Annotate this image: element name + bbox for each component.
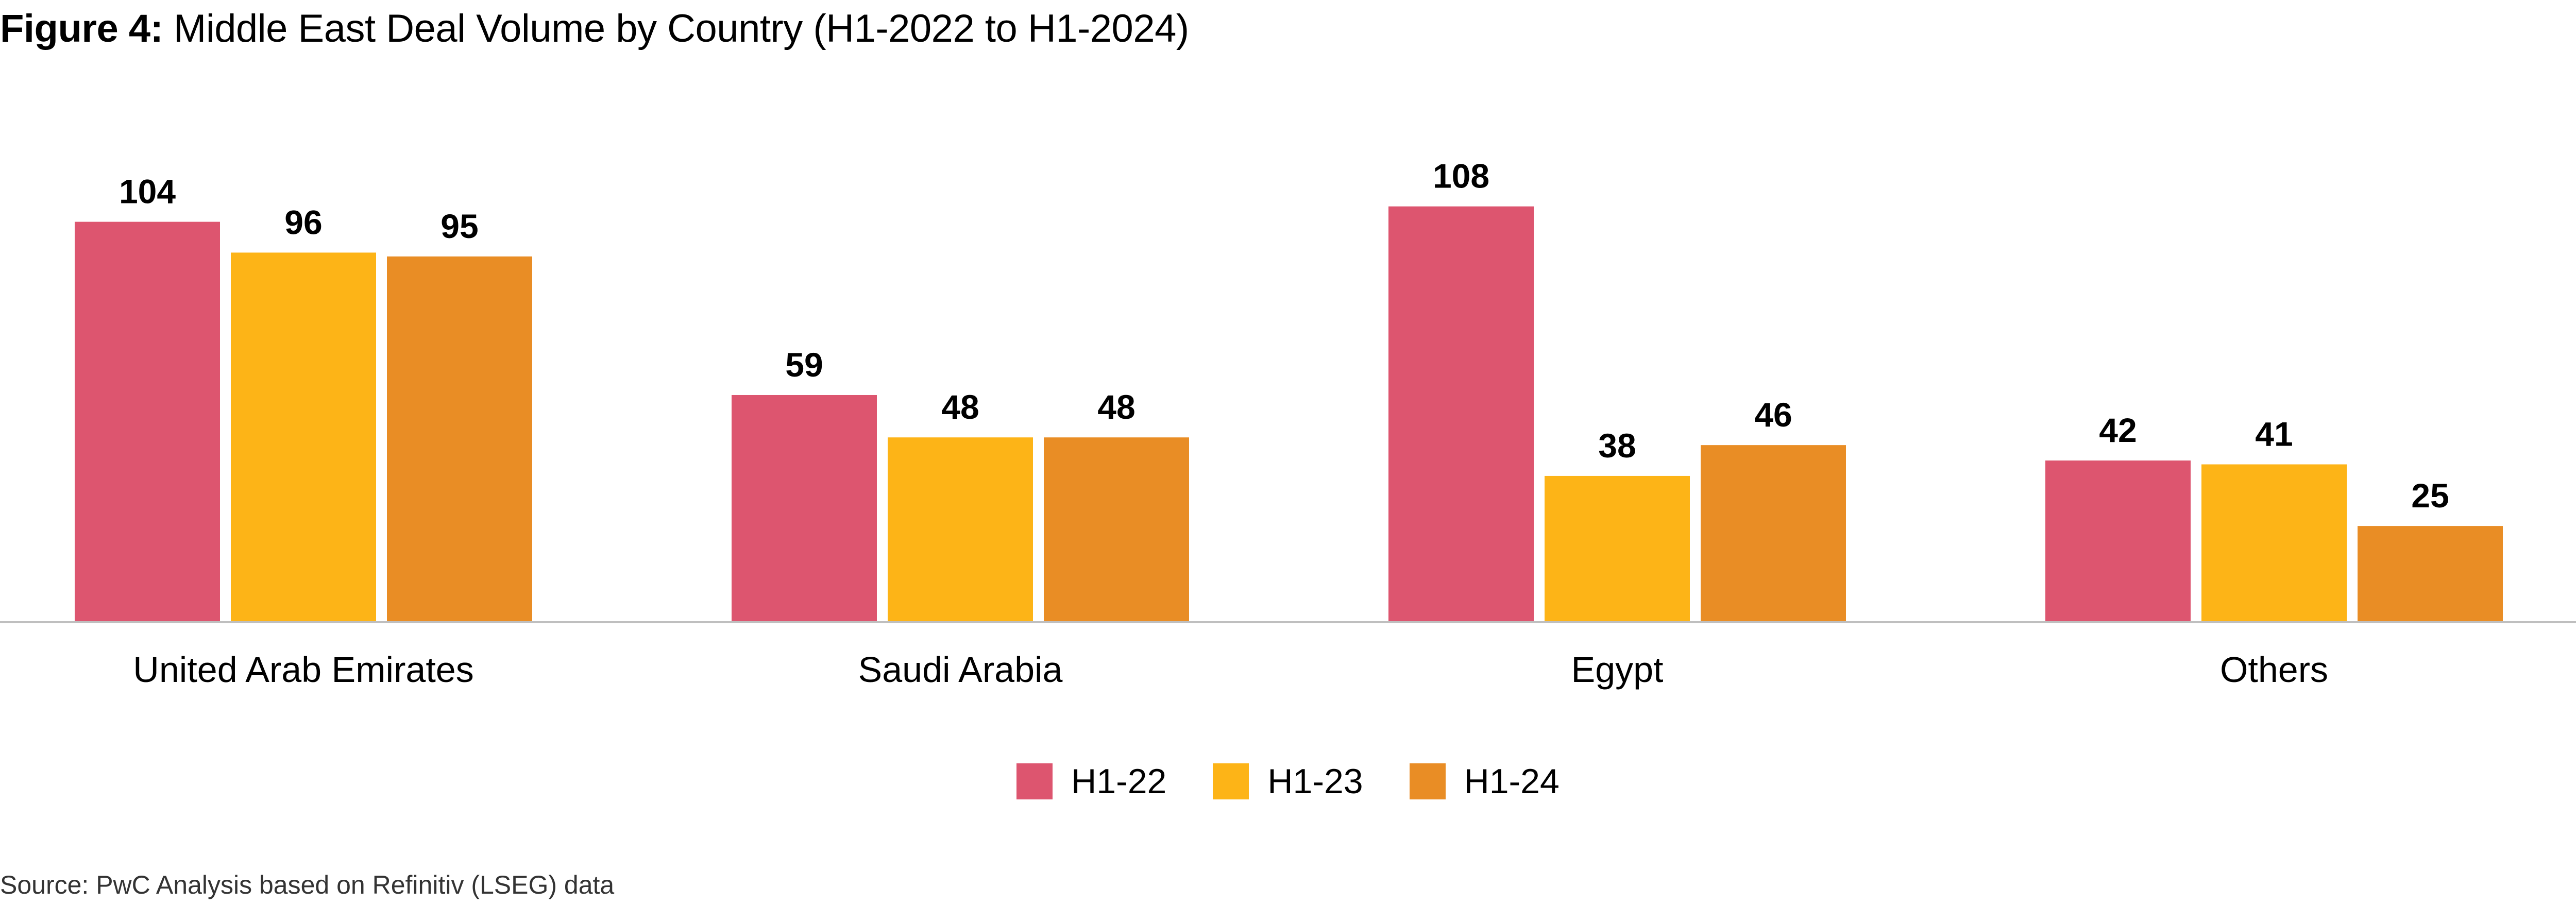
data-label: 59 bbox=[785, 346, 823, 384]
bar-egypt-h1-23 bbox=[1545, 475, 1690, 622]
data-label: 96 bbox=[284, 203, 322, 241]
category-label: Others bbox=[2220, 650, 2328, 690]
legend-item: H1-23 bbox=[1213, 761, 1363, 801]
legend-label: H1-24 bbox=[1464, 762, 1560, 801]
bar-united-arab-emirates-h1-23 bbox=[231, 252, 376, 622]
bar-egypt-h1-22 bbox=[1388, 206, 1534, 622]
bar-others-h1-23 bbox=[2201, 464, 2347, 622]
category-label: United Arab Emirates bbox=[133, 650, 473, 690]
bar-saudi-arabia-h1-24 bbox=[1044, 437, 1189, 622]
data-label: 46 bbox=[1754, 396, 1792, 434]
data-label: 95 bbox=[440, 207, 478, 245]
legend-label: H1-22 bbox=[1071, 762, 1167, 801]
data-label: 25 bbox=[2411, 476, 2449, 515]
bar-others-h1-22 bbox=[2045, 460, 2191, 622]
source-note: Source: PwC Analysis based on Refinitiv … bbox=[0, 870, 615, 899]
data-label: 42 bbox=[2099, 411, 2137, 449]
bar-united-arab-emirates-h1-22 bbox=[75, 221, 220, 623]
data-label: 48 bbox=[941, 388, 979, 426]
category-label: Egypt bbox=[1571, 650, 1664, 690]
data-label: 41 bbox=[2255, 415, 2293, 453]
bar-egypt-h1-24 bbox=[1701, 445, 1846, 622]
legend-swatch bbox=[1409, 763, 1446, 799]
legend-item: H1-22 bbox=[1016, 761, 1166, 801]
figure-title-text: Middle East Deal Volume by Country (H1-2… bbox=[174, 7, 1189, 50]
chart-title: Figure 4: Middle East Deal Volume by Cou… bbox=[0, 4, 1189, 54]
bar-united-arab-emirates-h1-24 bbox=[387, 256, 532, 622]
data-label: 48 bbox=[1097, 388, 1135, 426]
category-label: Saudi Arabia bbox=[858, 650, 1063, 690]
bar-others-h1-24 bbox=[2358, 526, 2503, 622]
bar-saudi-arabia-h1-23 bbox=[888, 437, 1033, 622]
bar-saudi-arabia-h1-22 bbox=[732, 395, 877, 622]
legend-label: H1-23 bbox=[1267, 762, 1363, 801]
figure-label: Figure 4: bbox=[0, 7, 163, 50]
legend-item: H1-24 bbox=[1409, 761, 1560, 801]
bar-chart: 104 96 95 United Arab Emirates 59 48 48 Saudi A… bbox=[0, 157, 2576, 690]
data-label: 38 bbox=[1598, 426, 1636, 465]
legend-swatch bbox=[1016, 763, 1053, 799]
chart-legend: H1-22 H1-23 H1-24 bbox=[0, 761, 2576, 801]
legend-swatch bbox=[1213, 763, 1249, 799]
data-label: 108 bbox=[1433, 157, 1489, 195]
data-label: 104 bbox=[119, 173, 176, 211]
